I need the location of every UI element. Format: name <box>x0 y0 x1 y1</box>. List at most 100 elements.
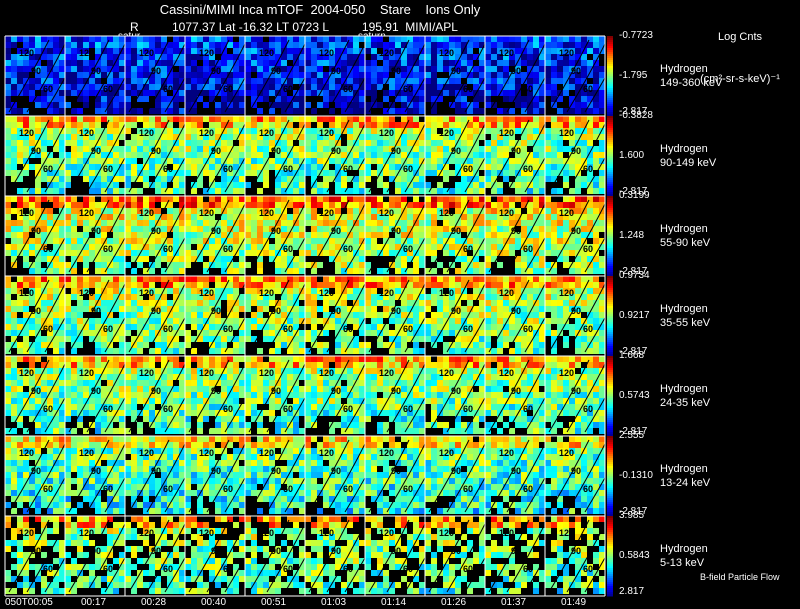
contour-label: 60 <box>163 244 174 254</box>
contour-line <box>548 359 590 433</box>
contour-label: 90 <box>31 66 42 76</box>
panel-4-6 <box>365 356 446 434</box>
panel-3-9 <box>545 276 626 354</box>
contour-line <box>488 199 530 273</box>
contour-line <box>86 439 128 513</box>
contour-line <box>566 279 608 353</box>
contour-line <box>446 439 488 513</box>
energy-label-5: 13-24 keV <box>660 477 711 489</box>
contour-line <box>146 519 188 593</box>
contour-line <box>146 279 188 353</box>
contour-label: 60 <box>403 564 414 574</box>
panel-6-6 <box>365 516 446 594</box>
contour-line <box>26 39 68 113</box>
contour-label: 120 <box>79 128 95 138</box>
contour-label: 60 <box>403 164 414 174</box>
contour-label: 120 <box>319 528 335 538</box>
contour-label: 120 <box>19 48 35 58</box>
colorbar-max-6: 3.985 <box>619 510 645 521</box>
contour-line <box>566 119 608 193</box>
panel-4-2 <box>125 356 206 434</box>
contour-line <box>266 279 308 353</box>
channel-row-3 <box>5 276 626 354</box>
contour-line <box>488 39 530 113</box>
contour-label: 60 <box>283 484 294 494</box>
panel-2-2 <box>125 196 206 274</box>
contour-line <box>206 119 248 193</box>
contour-label: 120 <box>439 288 455 298</box>
contour-label: 60 <box>583 564 594 574</box>
contour-line <box>188 359 230 433</box>
contour-line <box>428 119 470 193</box>
colorbar-units-line2: (cm²-sr-s-keV)⁻¹ <box>700 73 780 85</box>
contour-label: 90 <box>571 226 582 236</box>
panel-3-4 <box>245 276 326 354</box>
contour-line <box>8 439 50 513</box>
contour-label: 60 <box>583 484 594 494</box>
contour-line <box>68 359 110 433</box>
contour-label: 60 <box>523 564 534 574</box>
time-tick-label: 050T00:05 <box>5 597 53 608</box>
contour-line <box>308 199 350 273</box>
contour-line <box>248 119 290 193</box>
contour-line <box>146 439 188 513</box>
contour-line <box>26 359 68 433</box>
contour-line <box>26 199 68 273</box>
contour-label: 120 <box>559 368 575 378</box>
contour-line <box>446 199 488 273</box>
contour-label: 120 <box>79 448 95 458</box>
channel-row-6 <box>5 516 626 594</box>
contour-label: 60 <box>343 164 354 174</box>
panel-6-1 <box>65 516 146 594</box>
contour-line <box>506 199 548 273</box>
contour-line <box>128 279 170 353</box>
contour-label: 90 <box>511 66 522 76</box>
contour-label: 120 <box>559 528 575 538</box>
contour-line <box>368 119 410 193</box>
contour-label: 60 <box>43 164 54 174</box>
colorbar-max-5: 2.555 <box>619 430 645 441</box>
panel-6-9 <box>545 516 626 594</box>
contour-label: 90 <box>331 546 342 556</box>
time-tick-label: 00:40 <box>201 597 227 608</box>
contour-label: 120 <box>19 208 35 218</box>
panel-2-0 <box>5 196 86 274</box>
panel-0-6 <box>365 36 446 114</box>
contour-label: 60 <box>403 324 414 334</box>
contour-line <box>86 359 128 433</box>
panel-1-1 <box>65 116 146 194</box>
panel-5-1 <box>65 436 146 514</box>
contour-label: 90 <box>451 546 462 556</box>
contour-label: 60 <box>43 484 54 494</box>
contour-label: 90 <box>511 306 522 316</box>
contour-label: 90 <box>211 226 222 236</box>
contour-line <box>506 519 548 593</box>
panel-6-5 <box>305 516 386 594</box>
contour-label: 60 <box>343 484 354 494</box>
contour-label: 90 <box>331 466 342 476</box>
contour-line <box>68 279 110 353</box>
contour-label: 120 <box>19 368 35 378</box>
contour-label: 90 <box>511 386 522 396</box>
contour-label: 90 <box>451 466 462 476</box>
contour-label: 90 <box>511 546 522 556</box>
contour-label: 60 <box>523 244 534 254</box>
contour-line <box>488 119 530 193</box>
panel-4-7 <box>425 356 506 434</box>
contour-label: 120 <box>19 528 35 538</box>
contour-line <box>86 199 128 273</box>
contour-label: 120 <box>319 48 335 58</box>
contour-label: 120 <box>199 128 215 138</box>
contour-label: 120 <box>499 48 515 58</box>
chart-title: Cassini/MIMI Inca mTOF 2004-050 Stare Io… <box>159 2 481 17</box>
panel-3-6 <box>365 276 446 354</box>
contour-label: 60 <box>223 564 234 574</box>
contour-label: 120 <box>319 288 335 298</box>
contour-label: 120 <box>19 288 35 298</box>
panel-0-2 <box>125 36 206 114</box>
contour-line <box>206 39 248 113</box>
contour-label: 120 <box>499 208 515 218</box>
contour-label: 120 <box>559 288 575 298</box>
energy-label-1: 90-149 keV <box>660 157 717 169</box>
species-label-4: Hydrogen <box>660 383 708 395</box>
